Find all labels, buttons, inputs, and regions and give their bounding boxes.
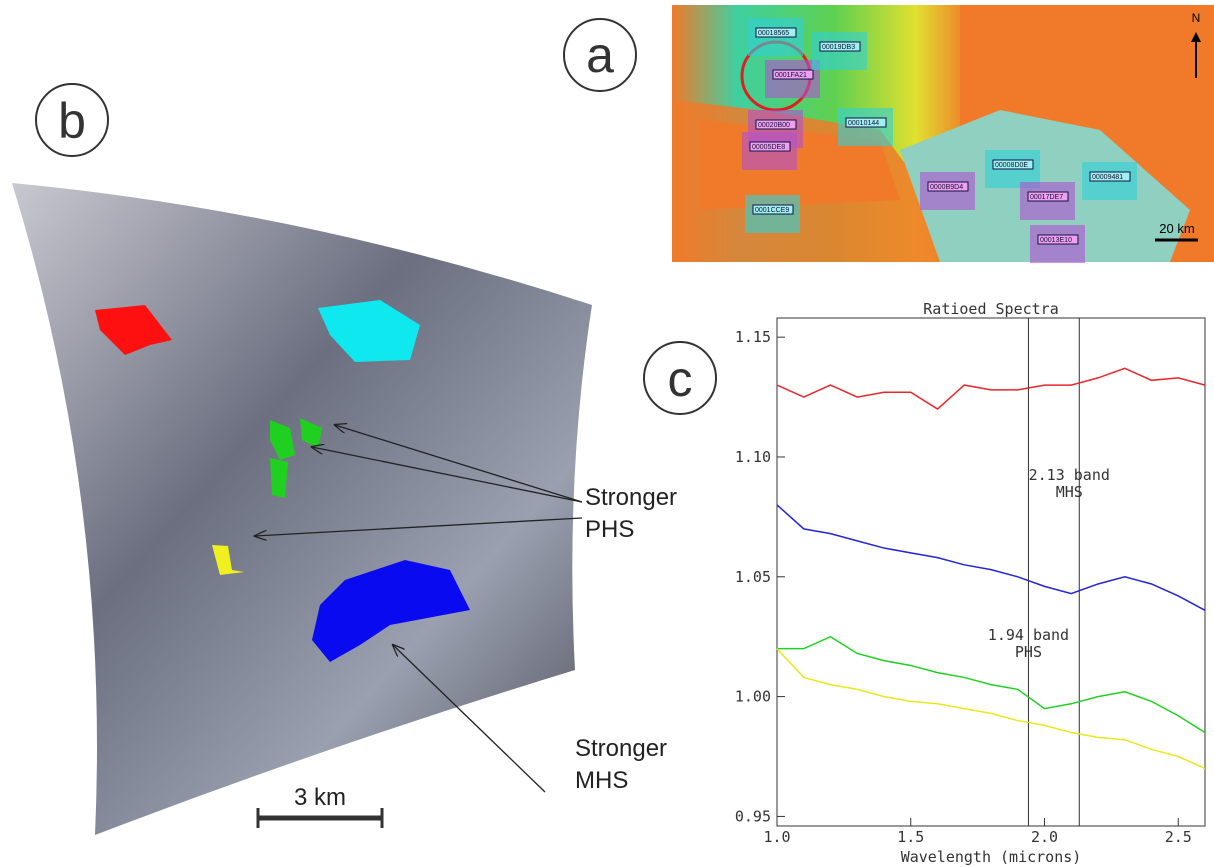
x-tick-label: 2.5 [1165,828,1192,846]
annotation: MHS [575,767,628,794]
chart-title: Ratioed Spectra [923,300,1058,318]
annotation: PHS [585,516,634,543]
y-tick-label: 1.15 [735,328,771,346]
tile-label: 00018565 [758,30,789,37]
figure: N 20 km 00018565 0001FA21 00019DB3 00020B00… [0,0,1214,867]
tile-label: 0000B9D4 [930,184,963,191]
panel-label: c [668,351,693,407]
panel-label: a [586,27,614,83]
band-label: 2.13 band [1029,466,1110,484]
x-tick-label: 1.0 [763,828,790,846]
map: N 20 km 00018565 0001FA21 00019DB3 00020B00… [672,5,1214,263]
x-tick-label: 1.5 [897,828,924,846]
map-scale-label: 20 km [1159,221,1194,236]
tile-label: 0001FA21 [775,72,807,79]
tile-label: 0001CCE9 [755,207,789,214]
spectrum-line [777,368,1205,409]
tile-label: 00013E10 [1040,237,1072,244]
spectrum-line [777,649,1205,769]
x-tick-label: 2.0 [1031,828,1058,846]
x-axis-label: Wavelength (microns) [901,848,1082,866]
band-sublabel: PHS [1015,643,1042,661]
plot-frame [777,318,1205,826]
north-label: N [1192,11,1201,25]
tile-label: 00019DB3 [822,44,855,51]
panel-label: b [58,93,86,149]
tile-label: 00009481 [1092,174,1123,181]
surface-image [12,183,592,835]
tile-label: 00017DE7 [1030,194,1063,201]
y-tick-label: 1.00 [735,688,771,706]
tile-label: 00005DE8 [752,144,785,151]
y-tick-label: 1.10 [735,448,771,466]
y-tick-label: 0.95 [735,807,771,825]
annotation: Stronger [585,484,677,511]
scale-label: 3 km [294,784,346,811]
tile-label: 00008D0E [995,162,1028,169]
tile-label: 00010144 [848,120,879,127]
band-sublabel: MHS [1056,483,1083,501]
tile-label: 00020B00 [758,122,790,129]
spectrum-line [777,637,1205,733]
annotation: Stronger [575,735,667,762]
spectrum-line [777,505,1205,610]
band-label: 1.94 band [988,626,1069,644]
y-tick-label: 1.05 [735,568,771,586]
